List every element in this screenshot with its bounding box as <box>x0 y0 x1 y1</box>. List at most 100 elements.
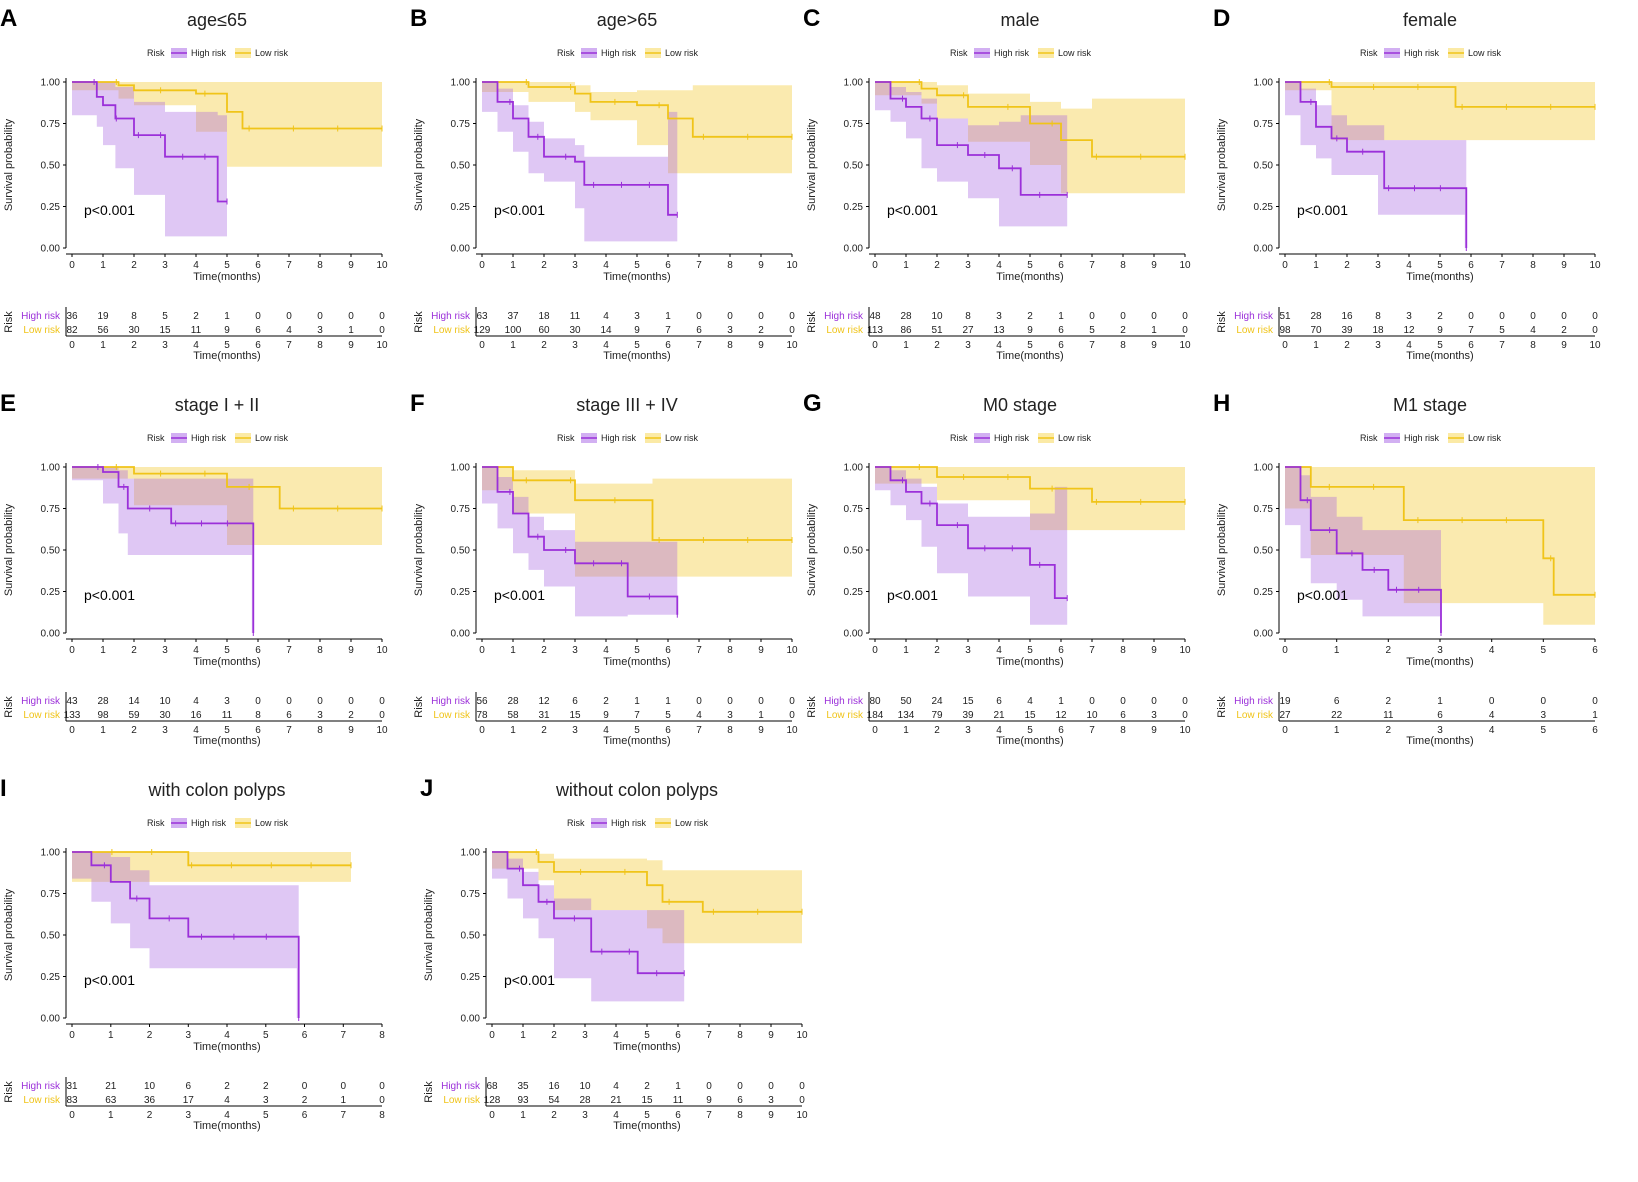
x-tick-label: 1 <box>510 645 516 656</box>
risk-table-tick-label: 9 <box>1151 340 1157 351</box>
risk-count-low: 0 <box>379 710 385 721</box>
risk-count-low: 0 <box>1592 325 1598 336</box>
x-tick-label: 6 <box>1468 260 1474 271</box>
x-tick-label: 4 <box>603 260 609 271</box>
curve-high-risk <box>482 81 678 216</box>
risk-count-high: 16 <box>1341 311 1353 322</box>
risk-table-tick-label: 7 <box>341 1110 347 1121</box>
risk-count-low: 3 <box>727 710 733 721</box>
risk-table-tick-label: 4 <box>603 340 609 351</box>
p-value-label: p<0.001 <box>504 972 555 988</box>
risk-table-tick-label: 0 <box>69 725 75 736</box>
risk-count-high: 0 <box>348 696 354 707</box>
x-tick-label: 0 <box>69 260 75 271</box>
legend-low-label: Low risk <box>665 433 699 443</box>
x-tick-label: 2 <box>541 260 547 271</box>
legend: Risk High risk Low risk <box>557 48 699 58</box>
risk-count-high: 0 <box>348 311 354 322</box>
risk-count-high: 63 <box>476 311 488 322</box>
x-axis-title: Time(months) <box>1406 271 1473 283</box>
risk-count-high: 0 <box>758 311 764 322</box>
y-tick-label: 0.75 <box>41 119 61 130</box>
x-tick-label: 1 <box>100 645 106 656</box>
ci-band-low-risk <box>72 82 382 167</box>
x-tick-label: 9 <box>1561 260 1567 271</box>
risk-count-high: 3 <box>1406 311 1412 322</box>
risk-count-low: 2 <box>1120 325 1126 336</box>
risk-count-high: 68 <box>486 1081 498 1092</box>
x-tick-label: 4 <box>996 645 1002 656</box>
x-tick-label: 8 <box>317 260 323 271</box>
risk-table-tick-label: 9 <box>1151 725 1157 736</box>
x-tick-label: 3 <box>572 260 578 271</box>
panel-letter: E <box>0 390 16 417</box>
risk-count-low: 12 <box>1055 710 1067 721</box>
legend-high-label: High risk <box>1404 48 1440 58</box>
panel-g: G M0 stage Risk High risk Low risk 0.00 0.25 0.… <box>803 390 1191 747</box>
risk-count-low: 4 <box>224 1095 230 1106</box>
risk-count-low: 36 <box>144 1095 156 1106</box>
y-tick-label: 0.25 <box>461 972 481 983</box>
panel-title: female <box>1403 10 1457 30</box>
y-tick-label: 0.75 <box>41 889 61 900</box>
x-tick-label: 5 <box>634 645 640 656</box>
y-tick-label: 1.00 <box>41 78 61 89</box>
x-tick-label: 7 <box>1499 260 1505 271</box>
risk-count-low: 31 <box>538 710 550 721</box>
x-tick-label: 3 <box>572 645 578 656</box>
risk-table-tick-label: 7 <box>286 340 292 351</box>
x-tick-label: 7 <box>1089 645 1095 656</box>
y-axis-title: Survival probability <box>3 888 15 981</box>
risk-table-tick-label: 0 <box>479 725 485 736</box>
ci-band-high-risk <box>1285 82 1467 248</box>
risk-table-title: Risk <box>806 696 818 718</box>
x-tick-label: 10 <box>1589 260 1601 271</box>
curve-low-risk <box>72 81 382 130</box>
risk-count-high: 4 <box>193 696 199 707</box>
x-tick-label: 6 <box>302 1030 308 1041</box>
y-tick-label: 1.00 <box>41 463 61 474</box>
risk-count-low: 30 <box>128 325 140 336</box>
risk-table-x-title: Time(months) <box>1406 350 1473 362</box>
x-tick-label: 2 <box>541 645 547 656</box>
p-value-label: p<0.001 <box>84 202 135 218</box>
risk-table-tick-label: 1 <box>510 725 516 736</box>
risk-table-tick-label: 10 <box>1179 725 1191 736</box>
risk-table-x-title: Time(months) <box>996 735 1063 747</box>
legend-low-label: Low risk <box>255 48 289 58</box>
risk-count-low: 4 <box>1489 710 1495 721</box>
risk-count-high: 0 <box>341 1081 347 1092</box>
x-tick-label: 0 <box>872 645 878 656</box>
risk-count-high: 2 <box>224 1081 230 1092</box>
y-axis-title: Survival probability <box>1216 503 1228 596</box>
ci-band-low-risk <box>492 852 802 944</box>
risk-table-tick-label: 3 <box>162 725 168 736</box>
y-axis-title: Survival probability <box>806 503 818 596</box>
y-tick-label: 0.75 <box>451 119 471 130</box>
x-tick-label: 2 <box>551 1030 557 1041</box>
risk-count-high: 1 <box>1437 696 1443 707</box>
x-tick-label: 0 <box>69 645 75 656</box>
risk-count-low: 0 <box>789 325 795 336</box>
risk-count-high: 43 <box>66 696 78 707</box>
x-tick-label: 5 <box>1027 645 1033 656</box>
risk-count-low: 15 <box>1024 710 1036 721</box>
risk-count-high: 37 <box>507 311 519 322</box>
y-tick-label: 0.75 <box>461 889 481 900</box>
risk-count-low: 8 <box>255 710 261 721</box>
x-tick-label: 5 <box>224 260 230 271</box>
risk-count-high: 10 <box>579 1081 591 1092</box>
risk-count-high: 35 <box>517 1081 529 1092</box>
x-tick-label: 2 <box>1386 645 1392 656</box>
risk-table-tick-label: 9 <box>348 340 354 351</box>
x-tick-label: 3 <box>162 645 168 656</box>
risk-row-label-low: Low risk <box>433 325 471 336</box>
risk-count-low: 11 <box>222 710 233 721</box>
risk-count-low: 6 <box>286 710 292 721</box>
risk-count-low: 98 <box>97 710 109 721</box>
risk-table-tick-label: 5 <box>634 340 640 351</box>
x-tick-label: 8 <box>1120 260 1126 271</box>
risk-table-tick-label: 8 <box>379 1110 385 1121</box>
risk-count-low: 1 <box>758 710 764 721</box>
x-tick-label: 5 <box>634 260 640 271</box>
